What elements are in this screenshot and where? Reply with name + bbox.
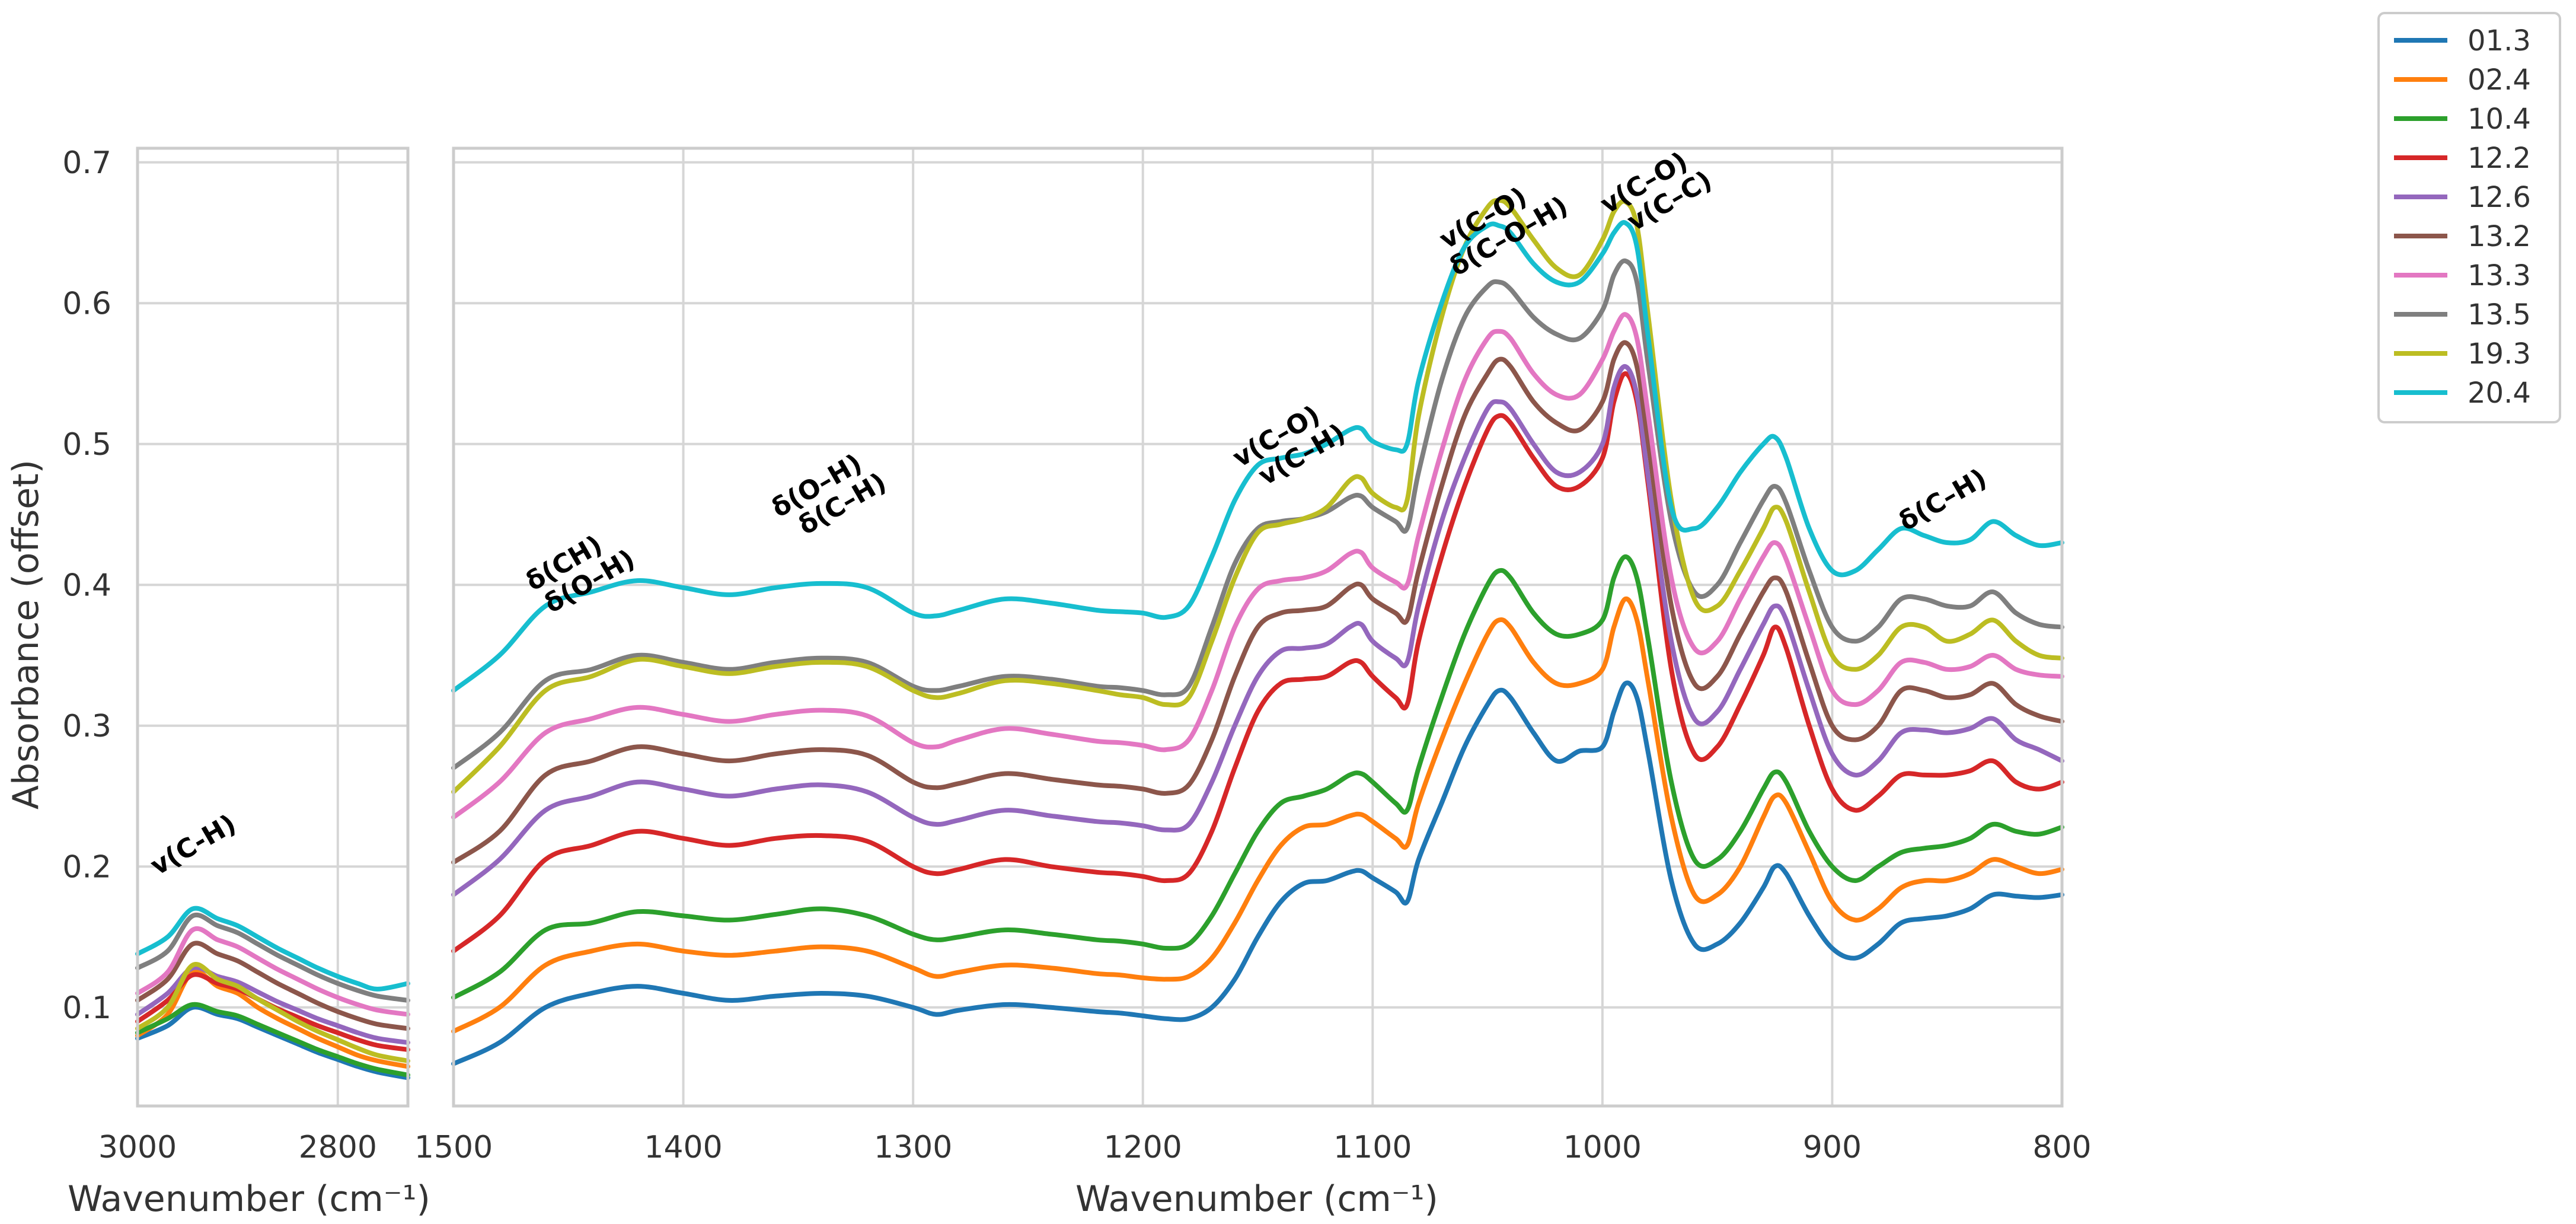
legend-label: 12.2	[2468, 142, 2531, 175]
right-x-tick-label: 900	[1803, 1130, 1862, 1165]
y-tick-label: 0.7	[62, 145, 111, 181]
legend-label: 13.5	[2468, 298, 2531, 332]
right-x-tick-label: 800	[2032, 1130, 2091, 1165]
series-line-20-4-right	[451, 220, 2064, 693]
band-annotation: v(C-H)	[145, 809, 241, 882]
series-line-13-3-right	[451, 312, 2064, 820]
band-annotation: v(C–O)v(C–C)	[1595, 141, 1717, 245]
y-tick-label: 0.3	[62, 709, 111, 744]
legend-label: 10.4	[2468, 103, 2531, 136]
legend-label: 13.2	[2468, 220, 2531, 253]
y-tick-label: 0.1	[62, 990, 111, 1026]
series-line-13-5-left	[135, 912, 410, 1003]
band-annotation-line: v(C-H)	[145, 809, 241, 882]
legend-label: 01.3	[2468, 24, 2531, 58]
legend-label: 12.6	[2468, 181, 2531, 214]
right-x-tick-label: 1000	[1563, 1130, 1642, 1165]
series-line-10-4-right	[451, 554, 2064, 1000]
series-line-12-2-right	[451, 371, 2064, 954]
right-x-tick-label: 1400	[644, 1130, 722, 1165]
legend-box	[2377, 12, 2561, 423]
series-line-13-2-left	[135, 941, 410, 1031]
y-tick-label: 0.5	[62, 427, 111, 463]
right-x-tick-label: 1100	[1333, 1130, 1412, 1165]
series-line-19-3-left	[135, 962, 410, 1063]
series-line-01-3-right	[451, 680, 2064, 1066]
y-tick-label: 0.2	[62, 849, 111, 885]
panel-frames	[136, 146, 2064, 1108]
left-x-tick-label: 3000	[98, 1130, 177, 1165]
left-panel-series	[135, 906, 410, 1080]
right-panel-frame	[452, 146, 2064, 1108]
series-line-19-3-right	[451, 197, 2064, 795]
y-tick-label: 0.6	[62, 286, 111, 321]
series-line-13-3-left	[135, 926, 410, 1017]
band-annotation-line: δ(C–H)	[1894, 463, 1991, 537]
right-x-tick-label: 1200	[1104, 1130, 1182, 1165]
band-annotation: δ(CH)δ(O–H)	[521, 519, 640, 621]
left-x-tick-label: 2800	[299, 1130, 377, 1165]
legend: 01.3 02.4 10.4 12.2 12.6 13.2 13.3 13.5 19.3 20.4	[2377, 12, 2561, 423]
series-line-02-4-right	[451, 596, 2064, 1034]
axis-ticks: 3000 2800 1500 1400 1300 1200 1100 1000 900 800 0.…	[62, 145, 2091, 1165]
right-x-tick-label: 1500	[414, 1130, 493, 1165]
series-line-12-6-right	[451, 364, 2064, 897]
y-axis-label: Absorbance (offset)	[5, 460, 47, 809]
left-x-axis-label: Wavenumber (cm⁻¹)	[68, 1178, 430, 1220]
legend-label: 19.3	[2468, 337, 2531, 371]
legend-label: 20.4	[2468, 377, 2531, 410]
y-tick-label: 0.4	[62, 568, 111, 603]
series-line-13-5-right	[451, 258, 2064, 770]
series-line-01-3-left	[135, 1005, 410, 1080]
series-line-10-4-left	[135, 1002, 410, 1078]
band-annotation: δ(C–H)	[1894, 463, 1991, 537]
right-x-axis-label: Wavenumber (cm⁻¹)	[1075, 1178, 1438, 1220]
right-x-tick-label: 1300	[874, 1130, 952, 1165]
band-annotation: δ(O–H)δ(C–H)	[767, 442, 892, 549]
legend-label: 02.4	[2468, 63, 2531, 97]
legend-label: 13.3	[2468, 259, 2531, 292]
right-panel-series	[451, 197, 2064, 1066]
left-panel-frame	[136, 146, 410, 1108]
series-line-13-2-right	[451, 340, 2064, 865]
series-line-20-4-left	[135, 906, 410, 992]
